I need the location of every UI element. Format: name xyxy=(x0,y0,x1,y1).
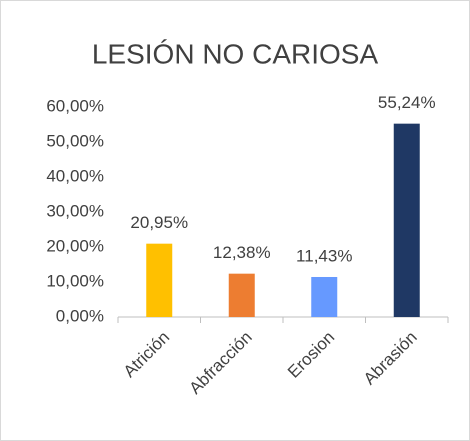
bar xyxy=(393,123,420,317)
bar xyxy=(228,273,255,317)
y-tick-label: 20,00% xyxy=(46,236,104,255)
y-tick-label: 10,00% xyxy=(46,271,104,290)
data-label: 11,43% xyxy=(296,246,352,265)
data-label: 20,95% xyxy=(130,213,188,232)
y-tick-label: 60,00% xyxy=(46,96,104,115)
data-label: 55,24% xyxy=(378,93,436,112)
bar xyxy=(146,243,173,317)
data-label: 12,38% xyxy=(213,243,271,262)
chart-title: LESIÓN NO CARIOSA xyxy=(92,38,379,69)
y-tick-label: 50,00% xyxy=(46,131,104,150)
bar xyxy=(311,276,338,317)
y-tick-label: 40,00% xyxy=(46,166,104,185)
y-tick-label: 30,00% xyxy=(46,201,104,220)
y-tick-label: 0,00% xyxy=(56,306,104,325)
